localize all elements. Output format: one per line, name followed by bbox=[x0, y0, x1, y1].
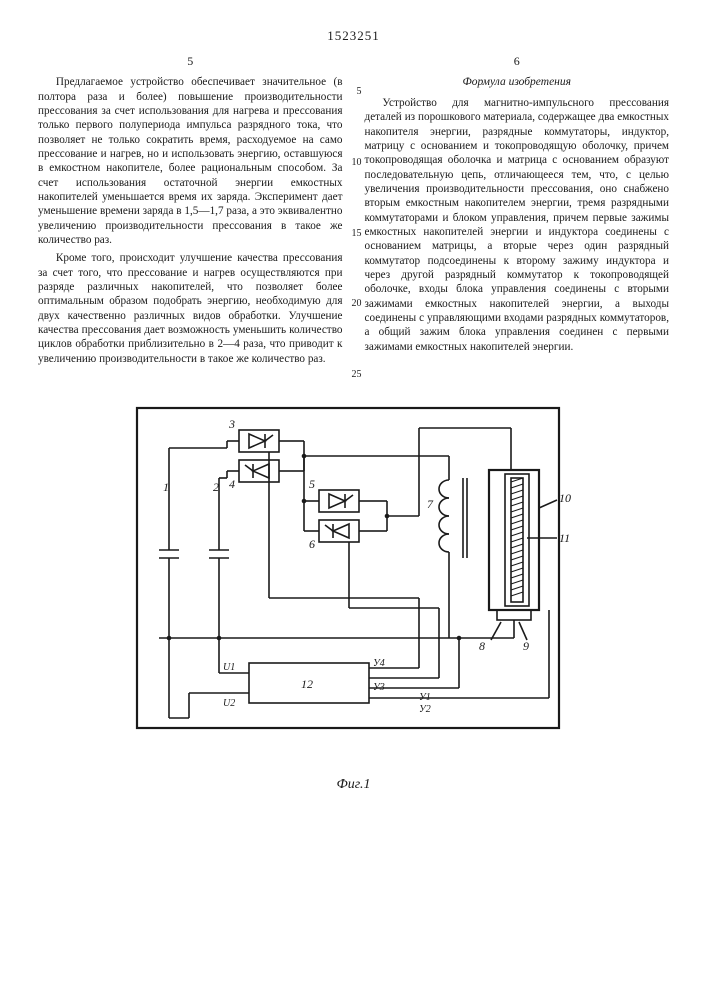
figure-caption: Фиг.1 bbox=[38, 777, 669, 793]
document-number: 1523251 bbox=[38, 28, 669, 44]
claim-body: Устройство для магнитно-импульсного прес… bbox=[365, 96, 670, 354]
line-marker: 20 bbox=[350, 298, 362, 311]
svg-text:U2: U2 bbox=[223, 698, 235, 709]
svg-text:U1: U1 bbox=[223, 662, 235, 673]
line-marker: 5 bbox=[350, 86, 362, 99]
svg-text:10: 10 bbox=[559, 491, 571, 505]
svg-text:8: 8 bbox=[479, 639, 485, 653]
schematic-svg: 123456710118912U1U2У4У3У1У2 bbox=[119, 388, 589, 768]
svg-text:У2: У2 bbox=[419, 704, 431, 715]
line-number-gutter: 5 10 15 20 25 bbox=[350, 86, 362, 440]
svg-text:7: 7 bbox=[427, 497, 434, 511]
left-para-1: Предлагаемое устройство обеспечивает зна… bbox=[38, 75, 343, 247]
page-number-right: 6 bbox=[365, 54, 670, 75]
svg-text:У4: У4 bbox=[373, 658, 385, 669]
svg-text:1: 1 bbox=[163, 480, 169, 494]
text-columns: 5 Предлагаемое устройство обеспечивает з… bbox=[38, 54, 669, 370]
svg-text:12: 12 bbox=[301, 677, 313, 691]
svg-text:4: 4 bbox=[229, 477, 235, 491]
svg-text:6: 6 bbox=[309, 537, 315, 551]
svg-text:11: 11 bbox=[559, 531, 570, 545]
claim-title: Формула изобретения bbox=[365, 75, 670, 90]
line-marker: 25 bbox=[350, 369, 362, 382]
figure-1: 123456710118912U1U2У4У3У1У2 Фиг.1 bbox=[38, 388, 669, 793]
line-marker: 15 bbox=[350, 228, 362, 241]
line-marker: 10 bbox=[350, 157, 362, 170]
svg-text:9: 9 bbox=[523, 639, 529, 653]
svg-text:3: 3 bbox=[228, 417, 235, 431]
svg-text:2: 2 bbox=[213, 480, 219, 494]
right-column: 5 10 15 20 25 6 Формула изобретения Устр… bbox=[365, 54, 670, 370]
page-number-left: 5 bbox=[38, 54, 343, 75]
svg-text:5: 5 bbox=[309, 477, 315, 491]
left-para-2: Кроме того, происходит улучшение качеств… bbox=[38, 251, 343, 366]
left-column: 5 Предлагаемое устройство обеспечивает з… bbox=[38, 54, 343, 370]
